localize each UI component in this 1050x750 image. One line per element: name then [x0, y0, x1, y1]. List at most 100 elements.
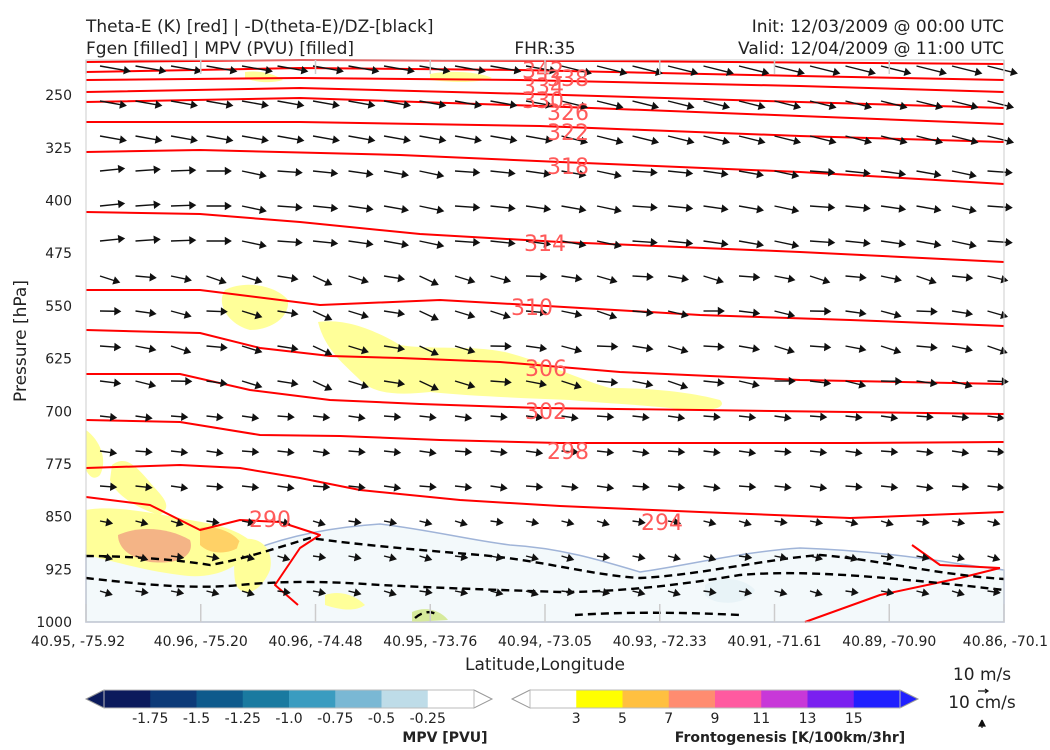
wind-arrow: [348, 345, 369, 355]
colorbar-segment: [853, 690, 901, 708]
wind-arrow: [845, 238, 871, 248]
wind-arrow: [170, 100, 198, 109]
wind-arrow: [738, 308, 761, 317]
wind-arrow: [241, 380, 263, 390]
wind-arrow: [809, 275, 831, 285]
wind-arrow: [454, 135, 482, 144]
y-tick-label: 400: [45, 194, 72, 210]
wind-arrow: [206, 412, 224, 422]
x-axis: 40.95, -75.92 40.96, -75.20 40.96, -74.48 4…: [31, 60, 1048, 650]
wind-arrow: [135, 200, 161, 209]
x-tick-label: 40.86, -70.1: [963, 634, 1048, 650]
wind-arrow: [206, 166, 232, 176]
wind-arrow: [277, 518, 291, 527]
wind-arrow: [845, 482, 863, 491]
wind-arrow: [738, 448, 757, 457]
dthetae-dz-line-3: [574, 611, 741, 617]
wind-arrow: [206, 448, 224, 457]
wind-arrow: [490, 412, 508, 421]
wind-arrow: [880, 447, 899, 456]
wind-arrow: [525, 482, 544, 491]
theta-e-label: 342: [522, 59, 564, 84]
wind-arrow: [348, 380, 369, 390]
wind-arrow: [667, 447, 686, 456]
wind-arrow: [241, 170, 267, 179]
wind-arrow: [99, 199, 126, 209]
wind-arrow: [525, 65, 557, 75]
wind-arrow: [596, 342, 619, 351]
y-tick-label: 775: [45, 457, 72, 473]
wind-arrow: [348, 239, 374, 248]
wind-arrow: [277, 309, 299, 318]
wind-arrow: [703, 239, 729, 248]
wind-arrow: [525, 412, 544, 422]
wind-arrow: [383, 135, 411, 144]
colorbar-segment: [289, 690, 336, 708]
wind-arrow: [419, 205, 445, 214]
wind-arrow: [383, 379, 406, 388]
wind-arrow: [561, 553, 575, 562]
wind-arrow: [135, 344, 157, 353]
wind-arrow: [987, 65, 1018, 76]
wind-arrow: [596, 240, 622, 249]
wind-arrow: [241, 275, 263, 285]
wind-arrow: [383, 588, 397, 597]
fgen-fill-lowlevel: [86, 430, 104, 478]
wind-arrow: [880, 135, 908, 146]
wind-arrow: [667, 135, 695, 146]
wind-arrow: [206, 100, 234, 109]
wind-arrow: [738, 135, 766, 146]
wind-arrow: [916, 588, 930, 597]
x-tick-label: 40.95, -73.76: [383, 634, 477, 650]
wind-arrow: [419, 587, 433, 597]
wind-arrow: [454, 447, 473, 456]
wind-arrow: [170, 65, 202, 75]
wind-arrow: [170, 377, 193, 386]
wind-arrow: [738, 412, 757, 422]
theta-e-label: 310: [511, 296, 553, 321]
theta-e-label: 302: [525, 400, 567, 425]
wind-arrow: [525, 448, 544, 457]
wind-arrow: [845, 65, 876, 76]
wind-arrow: [454, 588, 469, 597]
wind-arrow: [135, 65, 167, 75]
wind-arrow: [454, 552, 469, 562]
wind-arrow: [312, 100, 340, 109]
fgen-fill-850-core: [118, 528, 191, 563]
wind-arrow: [206, 343, 228, 352]
wind-arrow: [916, 447, 934, 457]
y-tick-label: 325: [45, 141, 72, 157]
wind-arrow: [987, 518, 1001, 527]
y-tick-label: 700: [45, 404, 72, 420]
wind-arrow: [277, 553, 291, 562]
colorbar-extend-left: [84, 689, 105, 709]
wind-arrow: [845, 168, 871, 178]
colorbar-outline: [103, 689, 475, 709]
wind-arrow: [632, 379, 654, 389]
wind-arrow: [490, 310, 511, 320]
wind-arrow: [312, 275, 333, 286]
wind-arrow: [170, 412, 189, 421]
wind-arrow: [738, 552, 753, 562]
colorbar-tick-label: 3: [572, 711, 581, 727]
colorbar-extend-right: [473, 689, 494, 709]
wind-arrow: [135, 518, 149, 527]
wind-arrow: [845, 203, 871, 213]
wind-arrow: [738, 344, 761, 353]
wind-arrow: [135, 273, 157, 282]
wind-arrow: [312, 448, 331, 457]
wind-arrow: [490, 483, 508, 492]
wind-vectors: [99, 65, 1018, 597]
wind-arrow: [525, 553, 539, 562]
wind-arrow: [383, 240, 409, 249]
wind-arrow: [667, 553, 681, 562]
wind-arrow: [596, 588, 611, 597]
wind-arrow: [561, 518, 575, 527]
wind-arrow: [738, 205, 764, 214]
wind-arrow: [561, 274, 583, 283]
wind-arrow: [703, 553, 717, 562]
wind-arrow: [880, 310, 902, 319]
wind-arrow: [525, 239, 552, 248]
wind-arrow: [596, 275, 618, 285]
wind-arrow: [561, 65, 592, 76]
